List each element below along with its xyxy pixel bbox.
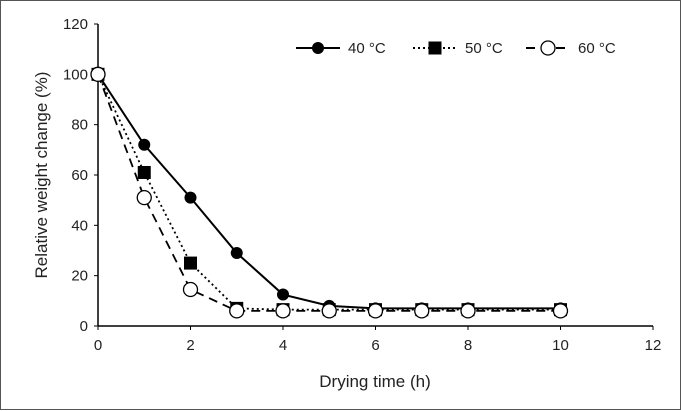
x-tick-label: 12 xyxy=(645,337,662,354)
series-2 xyxy=(90,66,569,319)
x-tick-label: 2 xyxy=(186,337,194,354)
data-point xyxy=(137,165,151,179)
x-tick-label: 4 xyxy=(279,337,287,354)
data-point xyxy=(229,303,245,319)
data-point xyxy=(138,138,151,151)
series-line xyxy=(97,74,561,312)
legend-marker xyxy=(312,42,324,54)
data-point xyxy=(182,281,199,298)
series-line xyxy=(97,73,561,311)
x-axis-label: Drying time (h) xyxy=(319,372,430,391)
data-point xyxy=(230,247,243,260)
data-point xyxy=(184,256,197,270)
y-tick-label: 60 xyxy=(71,167,88,184)
legend-label: 50 °C xyxy=(465,40,503,57)
data-point xyxy=(275,303,291,319)
series-line xyxy=(97,73,561,310)
x-tick-label: 10 xyxy=(552,337,569,354)
legend-marker xyxy=(428,41,442,55)
data-point xyxy=(321,303,337,319)
y-tick-label: 40 xyxy=(71,217,88,234)
legend-marker xyxy=(540,40,556,56)
x-tick-label: 8 xyxy=(464,337,472,354)
data-point xyxy=(277,288,289,301)
y-tick-label: 80 xyxy=(71,117,88,134)
data-point xyxy=(460,303,476,319)
y-tick-label: 120 xyxy=(63,16,88,33)
legend-label: 60 °C xyxy=(578,40,616,57)
data-point xyxy=(136,189,152,206)
y-tick-label: 20 xyxy=(71,268,88,285)
legend-label: 40 °C xyxy=(348,40,386,57)
y-tick-label: 0 xyxy=(80,318,88,335)
data-point xyxy=(414,303,430,319)
data-point xyxy=(184,191,197,204)
data-point xyxy=(367,303,384,319)
y-tick-label: 100 xyxy=(63,66,88,83)
x-tick-label: 6 xyxy=(371,337,379,354)
series-1 xyxy=(91,67,567,317)
data-point xyxy=(90,66,106,82)
legend: 40 °C 50 °C 60 °C xyxy=(296,40,616,57)
series-0 xyxy=(92,68,567,315)
y-axis-label: Relative weight change (%) xyxy=(32,72,51,279)
data-point xyxy=(552,303,569,319)
x-tick-label: 0 xyxy=(94,337,102,354)
